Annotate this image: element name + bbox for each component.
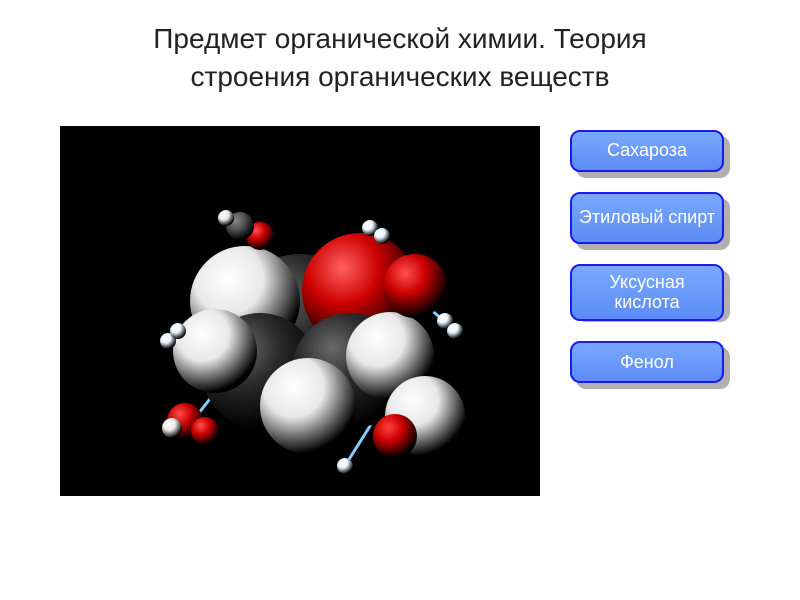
slide-title: Предмет органической химии. Теория строе… xyxy=(0,0,800,106)
compound-button-list: Сахароза Этиловый спирт Уксусная кислота Фе… xyxy=(570,126,724,383)
content-row: Сахароза Этиловый спирт Уксусная кислота Фе… xyxy=(0,106,800,496)
molecule-svg xyxy=(60,126,540,496)
compound-button[interactable]: Уксусная кислота xyxy=(570,264,724,321)
compound-button-wrap: Уксусная кислота xyxy=(570,264,724,321)
compound-button-wrap: Сахароза xyxy=(570,130,724,172)
compound-button-wrap: Фенол xyxy=(570,341,724,383)
title-line1: Предмет органической химии. Теория xyxy=(153,23,646,54)
compound-button-wrap: Этиловый спирт xyxy=(570,192,724,244)
compound-button[interactable]: Фенол xyxy=(570,341,724,383)
molecule-viewer[interactable] xyxy=(60,126,540,496)
compound-button[interactable]: Сахароза xyxy=(570,130,724,172)
title-line2: строения органических веществ xyxy=(191,61,610,92)
compound-button[interactable]: Этиловый спирт xyxy=(570,192,724,244)
